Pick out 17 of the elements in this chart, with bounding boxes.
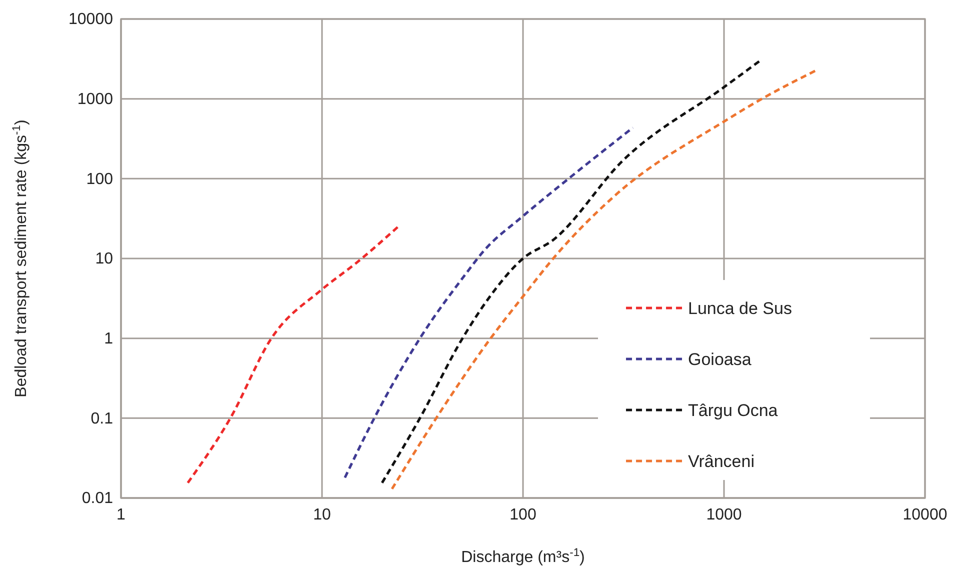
x-tick-label: 1	[116, 506, 126, 524]
y-tick-label: 10	[95, 250, 114, 268]
y-tick-label: 10000	[68, 11, 114, 28]
y-tick-label: 0.1	[90, 410, 114, 428]
legend-label: Goioasa	[688, 350, 752, 369]
x-tick-label: 1000	[706, 506, 742, 524]
x-tick-label: 100	[510, 506, 536, 524]
x-tick-label: 10	[313, 506, 331, 524]
y-tick-label: 1000	[77, 90, 114, 108]
x-tick-label: 10000	[902, 506, 948, 524]
y-tick-label: 1	[104, 330, 114, 348]
y-tick-label: 100	[86, 170, 114, 188]
x-axis-title: Discharge (m³s$^{-1}$)	[461, 547, 585, 566]
legend-label: Lunca de Sus	[688, 299, 792, 318]
legend-label: Târgu Ocna	[688, 401, 778, 420]
legend-label: Vrânceni	[688, 452, 754, 471]
y-tick-label: 0.01	[82, 490, 114, 508]
